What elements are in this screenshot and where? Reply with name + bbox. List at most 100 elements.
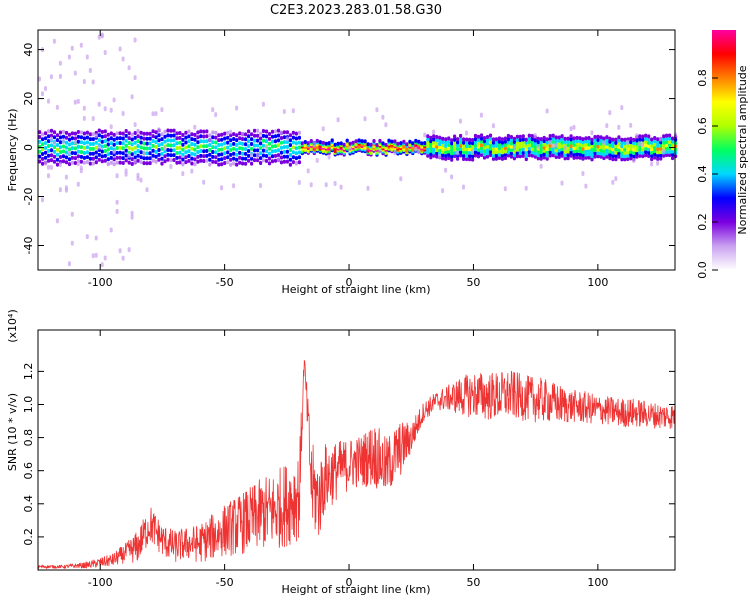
spectrogram-cell bbox=[444, 137, 448, 142]
spectrogram-cell bbox=[596, 154, 600, 159]
spectrogram-cell bbox=[638, 150, 642, 155]
spectrogram-cell bbox=[294, 151, 298, 156]
spectrogram-cell bbox=[557, 145, 561, 150]
spectrogram-cell bbox=[58, 145, 63, 150]
spectrogram-cell bbox=[557, 155, 561, 159]
spectrogram-cell bbox=[85, 140, 89, 145]
spectrogram-cell bbox=[309, 182, 313, 188]
spectrogram-cell bbox=[473, 133, 478, 138]
spectrogram-cell bbox=[662, 140, 666, 145]
spectrogram-cell bbox=[527, 153, 531, 158]
spectrogram-cell bbox=[611, 137, 615, 142]
spectrogram-cell bbox=[235, 152, 239, 157]
spectrogram-cell bbox=[160, 151, 164, 156]
spectrogram-cell bbox=[662, 143, 666, 148]
spectrogram-cell bbox=[76, 181, 80, 187]
spectrogram-cell bbox=[641, 147, 645, 152]
spectrogram-cell bbox=[297, 135, 301, 140]
spectrogram-cell bbox=[133, 37, 137, 43]
spectrogram-cell bbox=[253, 153, 257, 158]
spectrogram-cell bbox=[575, 155, 579, 160]
spectrogram-cell bbox=[581, 156, 585, 161]
spectrogram-cell bbox=[130, 147, 134, 152]
spectrogram-cell bbox=[202, 134, 206, 139]
spectrogram-cell bbox=[479, 146, 484, 151]
spectrogram-cell bbox=[641, 137, 645, 142]
spectrogram-cell bbox=[100, 129, 104, 134]
spectrogram-cell bbox=[205, 129, 209, 134]
spectrogram-cell bbox=[139, 130, 143, 135]
spectrogram-cell bbox=[106, 157, 110, 162]
spectrogram-cell bbox=[485, 154, 490, 159]
spectrogram-cell bbox=[100, 159, 104, 164]
spectrogram-cell bbox=[160, 107, 164, 113]
spectrogram-cell bbox=[557, 138, 561, 143]
spectrogram-cell bbox=[656, 150, 660, 155]
spectrogram-cell bbox=[103, 149, 107, 153]
spectrogram-cell bbox=[494, 137, 498, 142]
colorbar-tick-label: 0.4 bbox=[696, 165, 709, 183]
spectrogram-cell bbox=[145, 151, 149, 156]
spectrogram-x-axis-label: Height of straight line (km) bbox=[281, 283, 430, 296]
spectrogram-cell bbox=[154, 149, 158, 154]
spectrogram-cell bbox=[626, 150, 630, 155]
spectrogram-cell bbox=[121, 131, 125, 136]
spectrogram-cell bbox=[491, 156, 496, 161]
spectrogram-cell bbox=[61, 134, 66, 139]
spectrogram-cell bbox=[539, 156, 543, 161]
spectrogram-cell bbox=[360, 139, 364, 144]
spectrogram-cell bbox=[291, 155, 295, 160]
spectrogram-cell bbox=[518, 134, 522, 139]
spectrogram-cell bbox=[560, 137, 564, 142]
spectrogram-cell bbox=[115, 141, 119, 146]
spectrogram-cell bbox=[441, 136, 445, 141]
spectrogram-cell bbox=[166, 157, 170, 162]
spectrogram-cell bbox=[659, 146, 663, 151]
spectrogram-cell bbox=[261, 138, 266, 143]
spectrogram-cell bbox=[193, 157, 197, 162]
spectrogram-cell bbox=[41, 147, 45, 152]
spectrogram-cell bbox=[590, 141, 594, 146]
spectrogram-cell bbox=[133, 150, 137, 155]
spectrogram-cell bbox=[650, 140, 654, 145]
spectrogram-cell bbox=[614, 147, 618, 152]
spectrogram-cell bbox=[494, 156, 498, 161]
spectrogram-cell bbox=[650, 144, 654, 148]
spectrogram-cell bbox=[175, 136, 179, 141]
spectrogram-cell bbox=[432, 150, 436, 155]
spectrogram-cell bbox=[41, 161, 45, 166]
spectrogram-cell bbox=[121, 141, 125, 146]
spectrogram-cell bbox=[211, 130, 215, 135]
spectrogram-cell bbox=[94, 133, 98, 139]
spectrogram-cell bbox=[124, 138, 128, 143]
spectrogram-cell bbox=[650, 157, 654, 162]
spectrogram-cell bbox=[160, 142, 164, 146]
spectrogram-cell bbox=[47, 144, 51, 148]
spectrogram-cell bbox=[441, 153, 445, 158]
spectrogram-cell bbox=[288, 162, 292, 167]
spectrogram-cell bbox=[139, 160, 143, 165]
spectrogram-cell bbox=[232, 132, 236, 137]
spectrogram-cell bbox=[503, 143, 507, 148]
spectrogram-cell bbox=[235, 147, 239, 152]
spectrogram-cell bbox=[509, 151, 513, 156]
spectrogram-cell bbox=[118, 248, 122, 254]
spectrogram-cell bbox=[527, 143, 531, 148]
spectrogram-cell bbox=[282, 145, 286, 149]
spectrogram-cell bbox=[617, 151, 621, 156]
spectrogram-cell bbox=[521, 137, 525, 142]
spectrogram-cell bbox=[426, 150, 430, 155]
spectrogram-cell bbox=[61, 144, 66, 149]
spectrogram-cell bbox=[41, 152, 45, 156]
spectrogram-cell bbox=[578, 142, 582, 147]
spectrogram-cell bbox=[178, 160, 182, 165]
spectrogram-cell bbox=[411, 141, 415, 146]
spectrogram-cell bbox=[599, 148, 603, 153]
spectrogram-cell bbox=[61, 138, 65, 144]
spectrogram-cell bbox=[476, 144, 481, 149]
spectrogram-cell bbox=[444, 143, 448, 148]
spectrogram-cell bbox=[196, 145, 200, 150]
spectrogram-cell bbox=[169, 158, 173, 163]
spectrogram-cell bbox=[226, 130, 230, 135]
spectrogram-cell bbox=[473, 147, 478, 151]
